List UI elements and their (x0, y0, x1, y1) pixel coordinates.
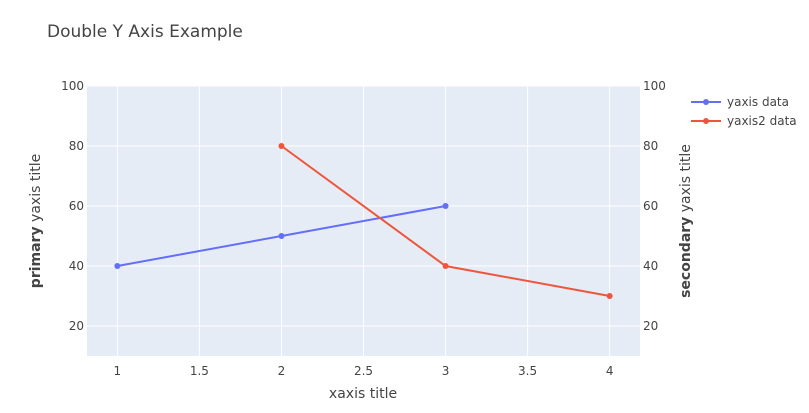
y-axis-title: primary yaxis title (28, 154, 44, 288)
legend-label: yaxis data (727, 95, 789, 109)
x-tick-label: 3 (442, 364, 450, 378)
data-point (606, 293, 613, 299)
y-tick-label: 100 (61, 79, 84, 93)
data-point (442, 203, 449, 209)
x-tick-label: 1.5 (190, 364, 209, 378)
x-tick-label: 1 (114, 364, 122, 378)
data-point (278, 143, 285, 149)
y-tick-label: 20 (69, 319, 84, 333)
x-axis-title: xaxis title (329, 386, 397, 402)
data-point (442, 263, 449, 269)
y2-tick-label: 40 (643, 259, 658, 273)
y-axis-title-rest: yaxis title (28, 154, 44, 227)
legend-item[interactable]: yaxis2 data (691, 114, 797, 128)
y-tick-label: 80 (69, 139, 84, 153)
legend-label: yaxis2 data (727, 114, 797, 128)
y2-tick-label: 20 (643, 319, 658, 333)
y-axis-ticks: 20 40 60 80 100 (61, 79, 84, 333)
x-tick-label: 2.5 (354, 364, 373, 378)
y2-axis-title: secondary yaxis title (678, 144, 694, 298)
y-tick-label: 60 (69, 199, 84, 213)
y-tick-label: 40 (69, 259, 84, 273)
chart-title: Double Y Axis Example (47, 22, 243, 42)
x-tick-label: 3.5 (518, 364, 537, 378)
legend[interactable]: yaxis data yaxis2 data (691, 95, 797, 128)
y-axis-title-bold: primary (28, 226, 44, 288)
y2-axis-title-rest: yaxis title (678, 144, 694, 217)
series-points (114, 143, 613, 299)
y2-tick-label: 80 (643, 139, 658, 153)
x-axis-ticks: 1 1.5 2 2.5 3 3.5 4 (114, 364, 614, 378)
x-tick-label: 2 (278, 364, 286, 378)
x-tick-label: 4 (606, 364, 614, 378)
legend-item[interactable]: yaxis data (691, 95, 789, 109)
data-point (278, 233, 285, 239)
legend-marker (703, 118, 709, 124)
legend-marker (703, 99, 709, 105)
y2-axis-title-bold: secondary (678, 217, 694, 298)
y2-tick-label: 100 (643, 79, 666, 93)
data-point (114, 263, 121, 269)
y2-axis-ticks: 20 40 60 80 100 (643, 79, 666, 333)
y2-tick-label: 60 (643, 199, 658, 213)
